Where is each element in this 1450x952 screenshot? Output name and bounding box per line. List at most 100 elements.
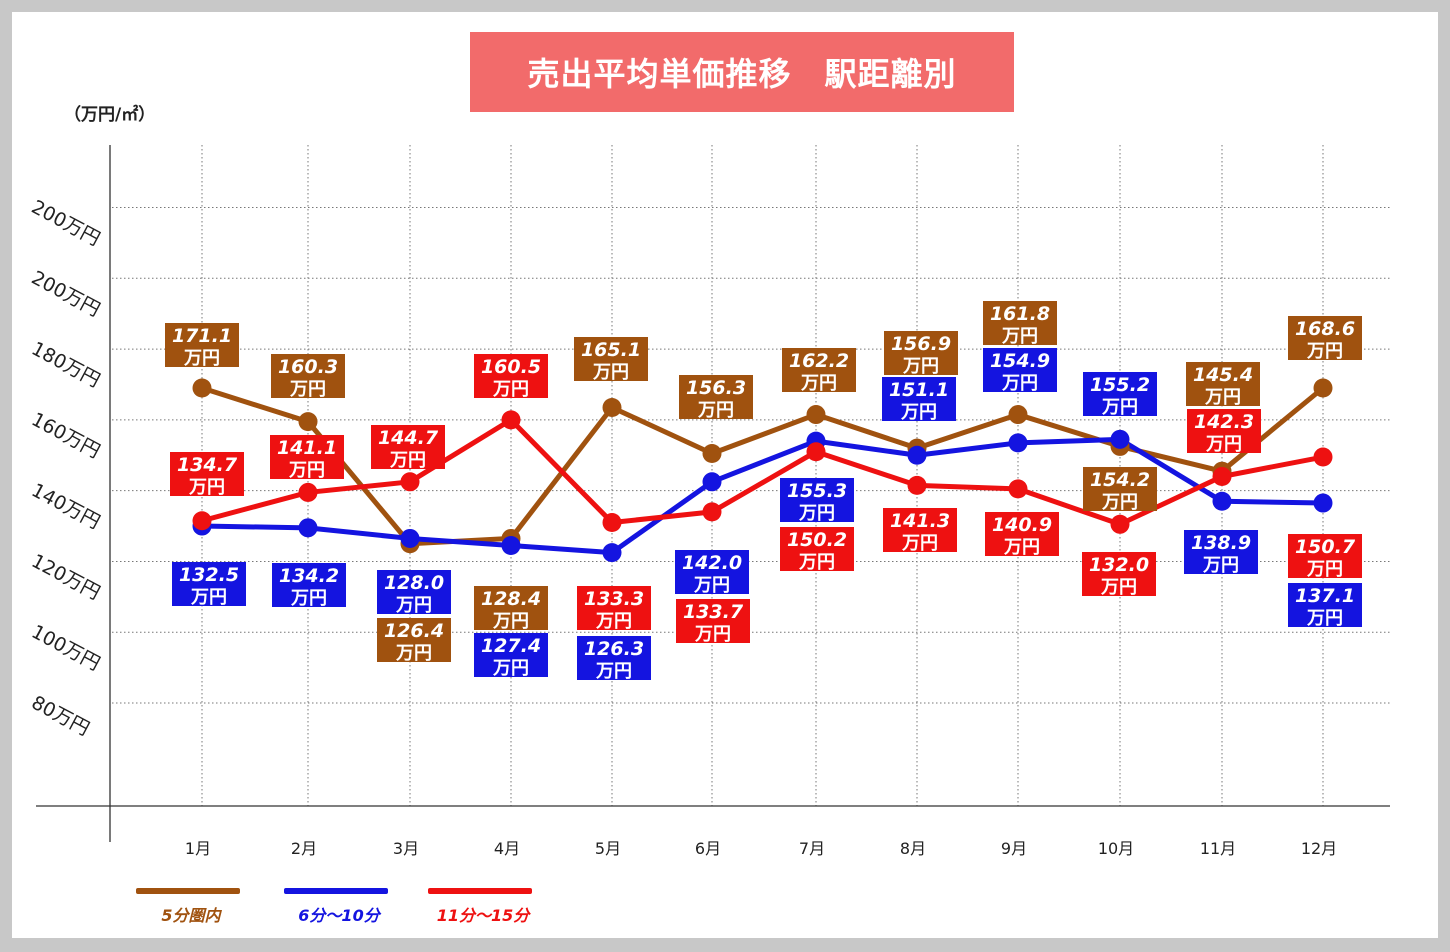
- data-point: [400, 528, 420, 548]
- data-label-unit: 万円: [697, 400, 734, 421]
- data-point: [702, 443, 722, 463]
- x-tick-label: 7月: [799, 839, 825, 858]
- data-label-unit: 万円: [1204, 387, 1241, 408]
- data-label-box: [165, 323, 239, 367]
- data-label-unit: 万円: [289, 379, 326, 400]
- data-label-unit: 万円: [290, 588, 327, 609]
- data-label-box: [1083, 372, 1157, 416]
- data-point: [806, 405, 826, 425]
- data-label-value: 126.3: [584, 638, 644, 660]
- data-label-box: [272, 563, 346, 607]
- data-label-unit: 万円: [492, 379, 529, 400]
- y-tick-label: 200万円: [28, 196, 104, 250]
- y-tick-label: 100万円: [28, 621, 104, 675]
- data-label-box: [271, 354, 345, 398]
- data-label-box: [1186, 362, 1260, 406]
- data-point: [298, 412, 318, 432]
- data-point: [192, 378, 212, 398]
- data-label-unit: 万円: [1101, 397, 1138, 418]
- y-unit-label: （万円/㎡）: [64, 105, 156, 125]
- data-point: [1110, 514, 1130, 534]
- data-point: [298, 518, 318, 538]
- legend-item: 11分〜15分: [428, 888, 538, 926]
- data-label-value: 142.0: [682, 552, 742, 574]
- data-label-value: 150.7: [1295, 536, 1356, 558]
- data-label-value: 142.3: [1194, 411, 1254, 433]
- data-label-value: 160.3: [278, 356, 338, 378]
- data-label-unit: 万円: [1202, 555, 1239, 576]
- x-tick-label: 10月: [1098, 839, 1134, 858]
- data-label-value: 155.2: [1090, 374, 1150, 396]
- legend-label: 11分〜15分: [436, 906, 530, 925]
- data-label-box: [1288, 534, 1362, 578]
- y-tick-label: 180万円: [28, 338, 104, 392]
- data-label-unit: 万円: [190, 587, 227, 608]
- data-label-unit: 万円: [492, 658, 529, 679]
- data-point: [806, 442, 826, 462]
- data-label-value: 132.0: [1089, 554, 1149, 576]
- data-label-unit: 万円: [693, 575, 730, 596]
- data-label-box: [170, 452, 244, 496]
- data-point: [907, 475, 927, 495]
- y-tick-label: 160万円: [28, 408, 104, 462]
- data-point: [501, 410, 521, 430]
- data-label-unit: 万円: [592, 362, 629, 383]
- data-label-box: [679, 375, 753, 419]
- data-label-value: 133.7: [683, 601, 744, 623]
- data-label-value: 165.1: [581, 339, 641, 361]
- data-point: [298, 482, 318, 502]
- data-label-box: [1083, 467, 1157, 511]
- data-label-value: 127.4: [481, 635, 541, 657]
- data-label-value: 133.3: [584, 588, 644, 610]
- data-label-value: 156.3: [686, 377, 746, 399]
- x-tick-label: 6月: [695, 839, 721, 858]
- data-label-box: [377, 570, 451, 614]
- data-label-unit: 万円: [1003, 537, 1040, 558]
- data-label-unit: 万円: [1001, 326, 1038, 347]
- data-label-value: 154.9: [990, 350, 1050, 372]
- x-tick-label: 4月: [494, 839, 520, 858]
- data-label-box: [577, 636, 651, 680]
- data-point: [192, 511, 212, 531]
- data-label-value: 144.7: [378, 427, 439, 449]
- data-point: [602, 543, 622, 563]
- data-label-box: [577, 586, 651, 630]
- data-label-value: 134.2: [279, 565, 339, 587]
- data-label-unit: 万円: [1306, 341, 1343, 362]
- legend-swatch: [428, 888, 532, 894]
- y-tick-label: 200万円: [28, 267, 104, 321]
- data-label-unit: 万円: [1001, 373, 1038, 394]
- data-label-box: [1082, 552, 1156, 596]
- data-label-unit: 万円: [1100, 577, 1137, 598]
- x-tick-label: 1月: [185, 839, 211, 858]
- data-label-value: 132.5: [179, 564, 239, 586]
- data-label-unit: 万円: [901, 533, 938, 554]
- x-tick-label: 8月: [900, 839, 926, 858]
- data-label-value: 160.5: [481, 356, 541, 378]
- data-label-box: [780, 478, 854, 522]
- data-point: [400, 472, 420, 492]
- data-label-value: 151.1: [889, 379, 949, 401]
- data-point: [1008, 405, 1028, 425]
- x-tick-label: 3月: [393, 839, 419, 858]
- data-label-box: [1187, 409, 1261, 453]
- data-label-value: 140.9: [992, 514, 1052, 536]
- data-label-box: [474, 354, 548, 398]
- x-tick-label: 9月: [1001, 839, 1027, 858]
- data-label-value: 126.4: [384, 620, 444, 642]
- data-label-box: [377, 618, 451, 662]
- data-label-box: [1288, 583, 1362, 627]
- data-label-box: [782, 348, 856, 392]
- series-line: [201, 417, 1324, 527]
- data-label-box: [780, 527, 854, 571]
- data-point: [1212, 491, 1232, 511]
- data-point: [702, 472, 722, 492]
- data-label-value: 138.9: [1191, 532, 1251, 554]
- legend-label: 5分圏内: [161, 906, 221, 925]
- x-tick-label: 12月: [1301, 839, 1337, 858]
- data-label-unit: 万円: [694, 624, 731, 645]
- data-label-unit: 万円: [798, 503, 835, 524]
- data-point: [1110, 429, 1130, 449]
- y-tick-label: 120万円: [28, 550, 104, 604]
